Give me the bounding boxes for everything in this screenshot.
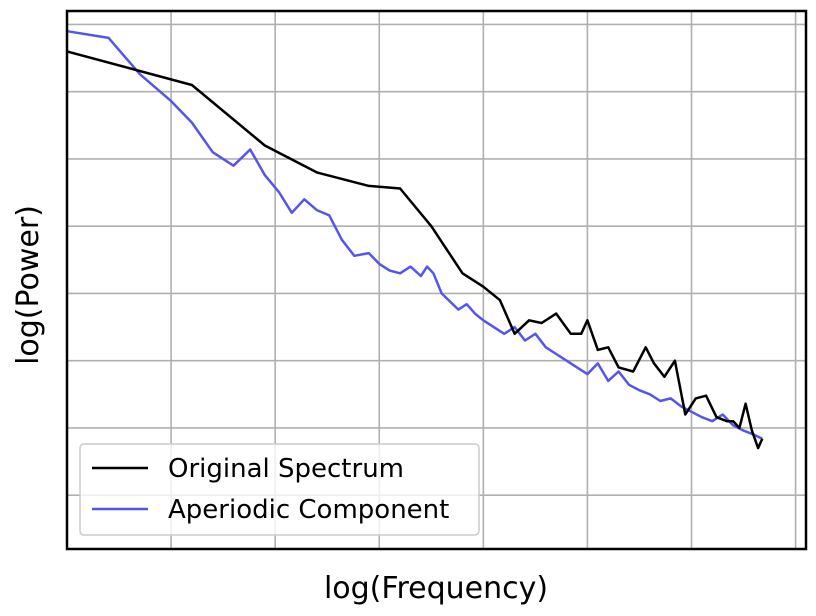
series-line-aperiodic-component xyxy=(66,29,763,440)
y-axis-label: log(Power) xyxy=(11,205,46,365)
legend-label-aperiodic-component: Aperiodic Component xyxy=(168,495,449,525)
legend: Original Spectrum Aperiodic Component xyxy=(79,443,480,536)
plot-frame xyxy=(65,9,808,551)
x-axis-label: log(Frequency) xyxy=(324,571,548,606)
legend-label-original-spectrum: Original Spectrum xyxy=(168,454,404,484)
legend-box xyxy=(79,443,480,536)
series-line-original-spectrum xyxy=(66,50,764,450)
plot-lines xyxy=(66,29,764,450)
